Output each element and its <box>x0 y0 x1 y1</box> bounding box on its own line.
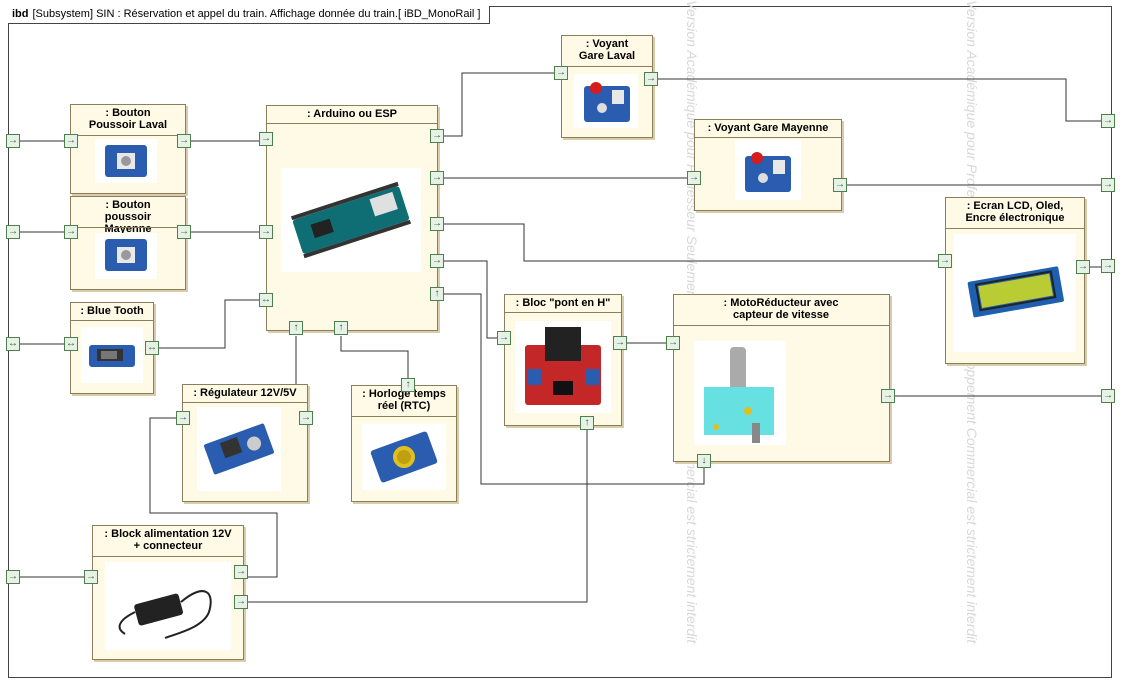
wire-arduino-ecran <box>444 223 938 262</box>
arrow-right-port-icon[interactable]: → <box>554 66 568 80</box>
arrow-bidirectional-port-icon[interactable]: ↔ <box>259 293 273 307</box>
push-button-module-image <box>95 139 157 183</box>
arrow-right-port-icon[interactable]: → <box>259 132 273 146</box>
arrow-right-port-icon[interactable]: → <box>84 570 98 584</box>
arrow-right-port-icon[interactable]: → <box>177 225 191 239</box>
wire-alim-pont-h <box>248 430 588 603</box>
wire-arduino-moto-sensor <box>444 293 705 485</box>
arrow-right-port-icon[interactable]: → <box>299 411 313 425</box>
arrow-up-port-icon[interactable]: ↑ <box>580 416 594 430</box>
arrow-right-port-icon[interactable]: → <box>234 565 248 579</box>
arrow-right-port-icon[interactable]: → <box>176 411 190 425</box>
lcd-display-image <box>954 234 1076 352</box>
arrow-right-port-icon[interactable]: → <box>430 171 444 185</box>
arrow-right-port-icon[interactable]: → <box>64 134 78 148</box>
block-title: : MotoRéducteur avec capteur de vitesse <box>723 297 839 321</box>
wire-arduino-voyant-laval <box>444 72 554 137</box>
block-ecran-lcd[interactable]: : Ecran LCD, Oled, Encre électronique <box>945 197 1085 364</box>
block-title: : Régulateur 12V/5V <box>193 387 297 399</box>
block-title: : Ecran LCD, Oled, Encre électronique <box>965 200 1065 224</box>
arrow-right-port-icon[interactable]: → <box>430 254 444 268</box>
arrow-right-port-icon[interactable]: → <box>6 134 20 148</box>
power-supply-image <box>105 562 231 650</box>
arrow-right-port-icon[interactable]: → <box>430 217 444 231</box>
arrow-bidirectional-port-icon[interactable]: ↔ <box>145 341 159 355</box>
frame-kind: ibd <box>12 8 29 20</box>
frame-title: [Subsystem] SIN : Réservation et appel d… <box>32 8 481 20</box>
arrow-bidirectional-port-icon[interactable]: ↔ <box>6 337 20 351</box>
rtc-module-image <box>362 424 446 490</box>
block-title: : Bouton poussoir Mayenne <box>104 199 152 235</box>
block-title: : Bloc "pont en H" <box>515 297 611 309</box>
arrow-up-port-icon[interactable]: ↑ <box>289 321 303 335</box>
arrow-up-port-icon[interactable]: ↑ <box>334 321 348 335</box>
block-motoreducteur[interactable]: : MotoRéducteur avec capteur de vitesse <box>673 294 890 462</box>
arrow-bidirectional-port-icon[interactable]: ↔ <box>64 337 78 351</box>
wire-bluetooth-arduino <box>158 299 259 349</box>
arrow-right-port-icon[interactable]: → <box>938 254 952 268</box>
arrow-right-port-icon[interactable]: → <box>687 171 701 185</box>
block-voyant-gare-mayenne[interactable]: : Voyant Gare Mayenne <box>694 119 842 211</box>
arrow-right-port-icon[interactable]: → <box>1076 260 1090 274</box>
h-bridge-board-image <box>515 321 611 413</box>
arrow-right-port-icon[interactable]: → <box>64 225 78 239</box>
block-title: : Bouton Poussoir Laval <box>88 107 168 131</box>
arrow-right-port-icon[interactable]: → <box>644 72 658 86</box>
arrow-right-port-icon[interactable]: → <box>6 570 20 584</box>
arrow-right-port-icon[interactable]: → <box>1101 114 1115 128</box>
arrow-up-port-icon[interactable]: ↑ <box>430 287 444 301</box>
arrow-right-port-icon[interactable]: → <box>259 225 273 239</box>
arduino-board-image <box>281 168 421 272</box>
arrow-down-port-icon[interactable]: ↓ <box>697 454 711 468</box>
block-title: : Voyant Gare Laval <box>578 38 636 62</box>
block-arduino-ou-esp[interactable]: : Arduino ou ESP <box>266 105 438 331</box>
geared-motor-image <box>694 341 786 445</box>
block-horloge-rtc[interactable]: : Horloge temps réel (RTC) <box>351 385 457 502</box>
arrow-right-port-icon[interactable]: → <box>613 336 627 350</box>
arrow-right-port-icon[interactable]: → <box>430 129 444 143</box>
arrow-up-port-icon[interactable]: ↑ <box>401 378 415 392</box>
block-alimentation-12v[interactable]: : Block alimentation 12V + connecteur <box>92 525 244 660</box>
arrow-right-port-icon[interactable]: → <box>177 134 191 148</box>
wire-arduino-pont-h <box>444 260 497 339</box>
block-pont-en-h[interactable]: : Bloc "pont en H" <box>504 294 622 426</box>
block-title: : Blue Tooth <box>80 305 144 317</box>
bluetooth-module-image <box>81 327 143 383</box>
arrow-right-port-icon[interactable]: → <box>1101 389 1115 403</box>
voltage-regulator-image <box>197 407 281 491</box>
arrow-right-port-icon[interactable]: → <box>666 336 680 350</box>
block-title: : Arduino ou ESP <box>306 108 398 120</box>
arrow-right-port-icon[interactable]: → <box>881 389 895 403</box>
block-bouton-poussoir-laval[interactable]: : Bouton Poussoir Laval <box>70 104 186 194</box>
block-voyant-gare-laval[interactable]: : Voyant Gare Laval <box>561 35 653 138</box>
arrow-right-port-icon[interactable]: → <box>1101 178 1115 192</box>
arrow-right-port-icon[interactable]: → <box>833 178 847 192</box>
led-module-image <box>574 74 638 128</box>
block-bouton-poussoir-mayenne[interactable]: : Bouton poussoir Mayenne <box>70 196 186 290</box>
push-button-module-image <box>95 233 157 279</box>
wire-regulateur-in <box>149 417 278 578</box>
block-title: : Horloge temps réel (RTC) <box>362 388 446 412</box>
arrow-right-port-icon[interactable]: → <box>1101 259 1115 273</box>
block-regulateur[interactable]: : Régulateur 12V/5V <box>182 384 308 502</box>
wire-arduino-rtc <box>340 336 409 378</box>
wire-voyant-laval-ext <box>658 78 1101 122</box>
arrow-right-port-icon[interactable]: → <box>497 331 511 345</box>
block-blue-tooth[interactable]: : Blue Tooth <box>70 302 154 394</box>
block-title: : Voyant Gare Mayenne <box>707 122 829 134</box>
arrow-right-port-icon[interactable]: → <box>234 595 248 609</box>
led-module-image <box>735 140 801 200</box>
arrow-right-port-icon[interactable]: → <box>6 225 20 239</box>
block-title: : Block alimentation 12V + connecteur <box>104 528 232 552</box>
frame-title-tab: ibd [Subsystem] SIN : Réservation et appe… <box>8 6 490 24</box>
